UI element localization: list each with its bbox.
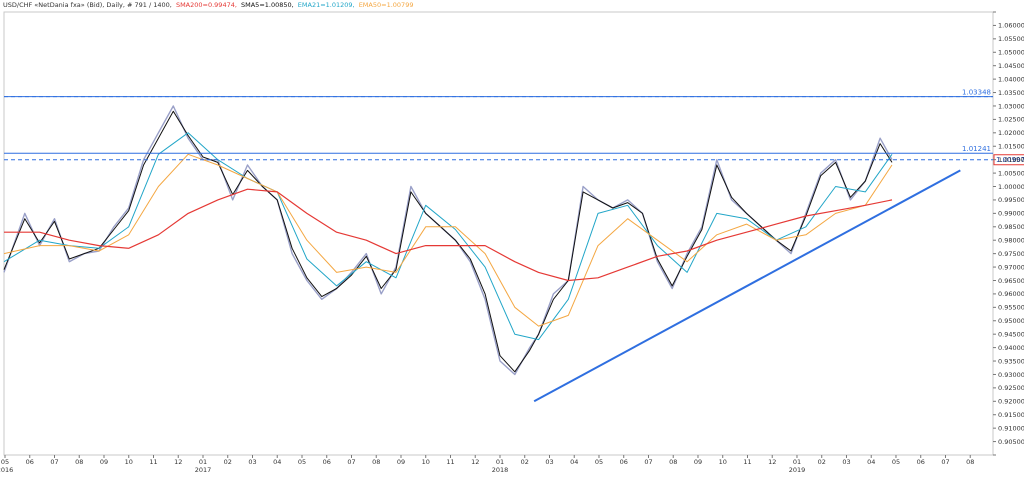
x-tick-label: 01 bbox=[199, 458, 207, 466]
x-tick-label: 06 bbox=[620, 458, 628, 466]
x-tick-label: 09 bbox=[397, 458, 405, 466]
y-tick-label: 0.98000 bbox=[998, 237, 1024, 245]
y-tick-label: 0.93500 bbox=[998, 357, 1024, 365]
x-year-label: 2016 bbox=[0, 466, 13, 474]
y-tick-label: 1.00000 bbox=[998, 183, 1024, 191]
x-tick-label: 08 bbox=[669, 458, 677, 466]
y-tick-label: 0.99000 bbox=[998, 210, 1024, 218]
x-tick-label: 12 bbox=[768, 458, 776, 466]
horizontal-levels-layer: 1.03348 1.01241 1.00997 bbox=[4, 89, 1024, 166]
y-tick-label: 0.91000 bbox=[998, 424, 1024, 432]
y-tick-label: 0.90500 bbox=[998, 438, 1024, 446]
y-tick-label: 0.96000 bbox=[998, 290, 1024, 298]
moving-average-layer bbox=[3, 105, 893, 376]
x-tick-label: 12 bbox=[174, 458, 182, 466]
x-tick-label: 09 bbox=[100, 458, 108, 466]
y-tick-label: 1.01000 bbox=[998, 156, 1024, 164]
header-sma5: SMA5=1.00850, bbox=[241, 1, 294, 9]
y-tick-label: 1.04000 bbox=[998, 75, 1024, 83]
y-tick-label: 0.99500 bbox=[998, 196, 1024, 204]
x-tick-label: 06 bbox=[323, 458, 331, 466]
y-tick-label: 1.00500 bbox=[998, 169, 1024, 177]
x-tick-label: 03 bbox=[248, 458, 256, 466]
y-tick-label: 0.91500 bbox=[998, 411, 1024, 419]
y-tick-label: 1.02500 bbox=[998, 116, 1024, 124]
series-line-ema50 bbox=[3, 153, 893, 327]
y-tick-label: 1.06000 bbox=[998, 22, 1024, 30]
chart-header: USD/CHF «NetDania fxa» (Bid), Daily, # 7… bbox=[3, 1, 413, 9]
header-symbol: USD/CHF «NetDania fxa» (Bid), Daily, # 7… bbox=[3, 1, 172, 9]
x-tick-label: 02 bbox=[224, 458, 232, 466]
header-ema21: EMA21=1.01209, bbox=[298, 1, 355, 9]
y-tick-label: 1.03000 bbox=[998, 102, 1024, 110]
y-tick-label: 0.92000 bbox=[998, 398, 1024, 406]
x-tick-label: 03 bbox=[842, 458, 850, 466]
x-tick-label: 10 bbox=[719, 458, 727, 466]
header-ema50: EMA50=1.00799 bbox=[359, 1, 414, 9]
level-label: 1.01241 bbox=[962, 145, 991, 153]
series-line-sma200 bbox=[4, 188, 893, 282]
x-tick-label: 05 bbox=[892, 458, 900, 466]
y-tick-label: 0.97000 bbox=[998, 263, 1024, 271]
y-tick-label: 0.94000 bbox=[998, 344, 1024, 352]
x-tick-label: 06 bbox=[917, 458, 925, 466]
x-tick-label: 08 bbox=[75, 458, 83, 466]
x-tick-label: 05 bbox=[298, 458, 306, 466]
x-tick-label: 11 bbox=[446, 458, 454, 466]
x-tick-label: 05 bbox=[1, 458, 9, 466]
y-tick-label: 1.04500 bbox=[998, 62, 1024, 70]
trendline-layer bbox=[533, 169, 961, 403]
x-tick-label: 07 bbox=[644, 458, 652, 466]
y-tick-label: 0.95500 bbox=[998, 304, 1024, 312]
y-tick-label: 0.98500 bbox=[998, 223, 1024, 231]
x-tick-label: 04 bbox=[867, 458, 875, 466]
x-axis: 05 06 07 08 09 10 11 12 01 02 03 04 05 06 07 08 09 10 11 12… bbox=[0, 455, 974, 474]
x-tick-label: 07 bbox=[50, 458, 58, 466]
x-tick-label: 03 bbox=[545, 458, 553, 466]
series-line-sma5 bbox=[3, 110, 893, 373]
y-tick-label: 1.05500 bbox=[998, 35, 1024, 43]
x-tick-label: 01 bbox=[496, 458, 504, 466]
x-tick-label: 10 bbox=[422, 458, 430, 466]
chart-grid bbox=[3, 11, 994, 456]
x-tick-label: 06 bbox=[26, 458, 34, 466]
x-tick-label: 10 bbox=[125, 458, 133, 466]
y-tick-label: 0.97500 bbox=[998, 250, 1024, 258]
x-year-label: 2018 bbox=[492, 466, 509, 474]
x-year-label: 2017 bbox=[195, 466, 212, 474]
level-label: 1.03348 bbox=[962, 89, 991, 97]
x-tick-label: 09 bbox=[694, 458, 702, 466]
x-tick-label: 12 bbox=[471, 458, 479, 466]
y-tick-label: 1.03500 bbox=[998, 89, 1024, 97]
x-tick-label: 02 bbox=[818, 458, 826, 466]
x-tick-label: 04 bbox=[570, 458, 578, 466]
plot-frame bbox=[3, 11, 994, 456]
x-tick-label: 02 bbox=[521, 458, 529, 466]
x-tick-label: 08 bbox=[966, 458, 974, 466]
y-tick-label: 1.01500 bbox=[998, 143, 1024, 151]
x-tick-label: 08 bbox=[372, 458, 380, 466]
trendline bbox=[533, 169, 961, 403]
x-tick-label: 05 bbox=[595, 458, 603, 466]
y-tick-label: 0.92500 bbox=[998, 384, 1024, 392]
x-tick-label: 07 bbox=[941, 458, 949, 466]
y-axis: 0.90500 0.91000 0.91500 0.92000 0.92500 0.930… bbox=[993, 11, 1024, 456]
y-tick-label: 0.94500 bbox=[998, 330, 1024, 338]
y-tick-label: 0.96500 bbox=[998, 277, 1024, 285]
y-tick-label: 1.05000 bbox=[998, 49, 1024, 57]
level-label: 1.00997 bbox=[996, 156, 1024, 164]
x-tick-label: 11 bbox=[149, 458, 157, 466]
y-tick-label: 1.02000 bbox=[998, 129, 1024, 137]
header-sma200: SMA200=0.99474, bbox=[176, 1, 237, 9]
y-tick-label: 0.93000 bbox=[998, 371, 1024, 379]
y-tick-label: 0.95000 bbox=[998, 317, 1024, 325]
x-tick-label: 01 bbox=[793, 458, 801, 466]
x-tick-label: 11 bbox=[743, 458, 751, 466]
x-tick-label: 07 bbox=[347, 458, 355, 466]
x-year-label: 2019 bbox=[789, 466, 806, 474]
x-tick-label: 04 bbox=[273, 458, 281, 466]
series-line-ema21 bbox=[3, 132, 893, 341]
